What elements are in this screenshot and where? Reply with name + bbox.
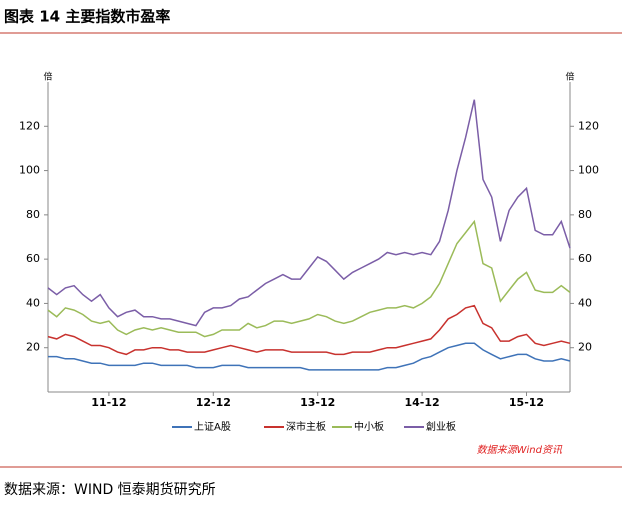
- series-line: [47, 219, 571, 338]
- x-tick-label: 14-12: [405, 396, 440, 409]
- annotation: 数据来源Wind资讯: [477, 444, 563, 456]
- x-tick-label: 15-12: [509, 396, 544, 409]
- y-tick-label: 120: [19, 119, 40, 132]
- legend-label: 中小板: [354, 420, 384, 433]
- source: 数据来源：WIND 恒泰期货研究所: [4, 481, 216, 498]
- series-line: [48, 342, 571, 371]
- y2-tick-label: 80: [578, 208, 592, 221]
- legend-label: 深市主板: [286, 420, 326, 433]
- y-tick-label: 80: [26, 208, 40, 221]
- y-tick-label: 100: [19, 164, 40, 177]
- y2-tick-label: 100: [578, 164, 599, 177]
- y2-tick-label: 20: [578, 341, 592, 354]
- y-unit: 倍: [43, 71, 52, 83]
- y2-tick-label: 40: [578, 296, 592, 309]
- series-line: [47, 304, 571, 356]
- y-tick-label: 40: [26, 296, 40, 309]
- legend-label: 上证A股: [194, 421, 231, 433]
- x-tick-label: 13-12: [300, 396, 335, 409]
- legend-label: 創业板: [426, 420, 456, 433]
- y-tick-label: 20: [26, 341, 40, 354]
- y2-tick-label: 120: [578, 119, 599, 132]
- y-tick-label: 60: [26, 252, 40, 265]
- y2-unit: 倍: [565, 71, 574, 83]
- chart-title: 图表 14 主要指数市盈率: [4, 8, 170, 26]
- series-line: [47, 99, 571, 327]
- y2-tick-label: 60: [578, 252, 592, 265]
- x-tick-label: 11-12: [91, 396, 126, 409]
- x-tick-label: 12-12: [196, 396, 231, 409]
